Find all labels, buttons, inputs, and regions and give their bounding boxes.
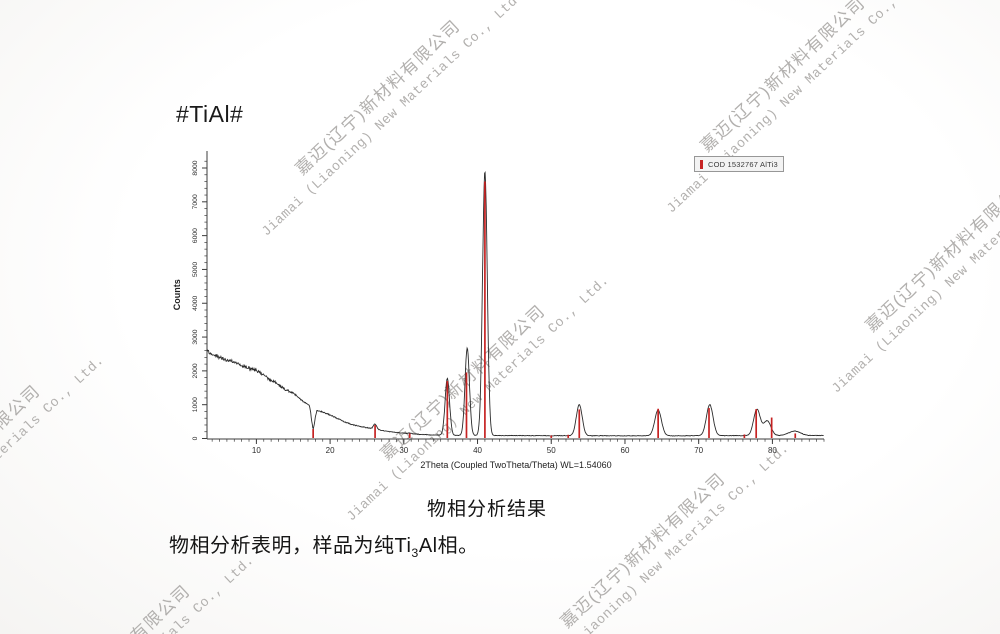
svg-text:6000: 6000 (192, 228, 199, 243)
svg-text:5000: 5000 (192, 262, 199, 277)
svg-text:7000: 7000 (192, 194, 199, 209)
y-axis-title: Counts (172, 279, 182, 310)
svg-text:10: 10 (252, 446, 261, 455)
conclusion-subscript: 3 (411, 546, 419, 560)
svg-text:2000: 2000 (192, 363, 199, 378)
svg-text:0: 0 (192, 436, 199, 440)
svg-text:70: 70 (694, 446, 703, 455)
tick-labels: 10 20 30 40 50 60 70 80 0 1000 2000 3000 4000 5000 600… (172, 160, 777, 470)
page-title: #TiAl# (176, 101, 244, 127)
svg-text:60: 60 (621, 446, 630, 455)
svg-text:50: 50 (547, 446, 556, 455)
conclusion-suffix: Al相。 (418, 535, 479, 557)
legend-color-marker-icon (700, 159, 703, 169)
svg-text:8000: 8000 (192, 160, 199, 175)
svg-text:1000: 1000 (192, 397, 199, 412)
reference-sticks (312, 181, 797, 438)
conclusion-text: 物相分析表明，样品为纯Ti3Al相。 (169, 529, 479, 560)
conclusion-prefix: 物相分析表明，样品为纯Ti (169, 535, 412, 557)
legend: COD 1532767 AlTi3 (694, 156, 784, 172)
x-axis-title: 2Theta (Coupled TwoTheta/Theta) WL=1.540… (420, 460, 611, 470)
tick-marks (202, 160, 825, 444)
svg-text:30: 30 (399, 446, 408, 455)
measured-curve (206, 171, 824, 437)
svg-text:80: 80 (768, 446, 777, 455)
axes (206, 151, 824, 440)
legend-label: COD 1532767 AlTi3 (708, 159, 778, 169)
svg-text:4000: 4000 (192, 295, 199, 310)
svg-text:20: 20 (326, 446, 335, 455)
svg-text:40: 40 (473, 446, 482, 455)
data-series (206, 171, 824, 438)
svg-text:3000: 3000 (192, 329, 199, 344)
chart-caption: 物相分析结果 (426, 499, 547, 520)
